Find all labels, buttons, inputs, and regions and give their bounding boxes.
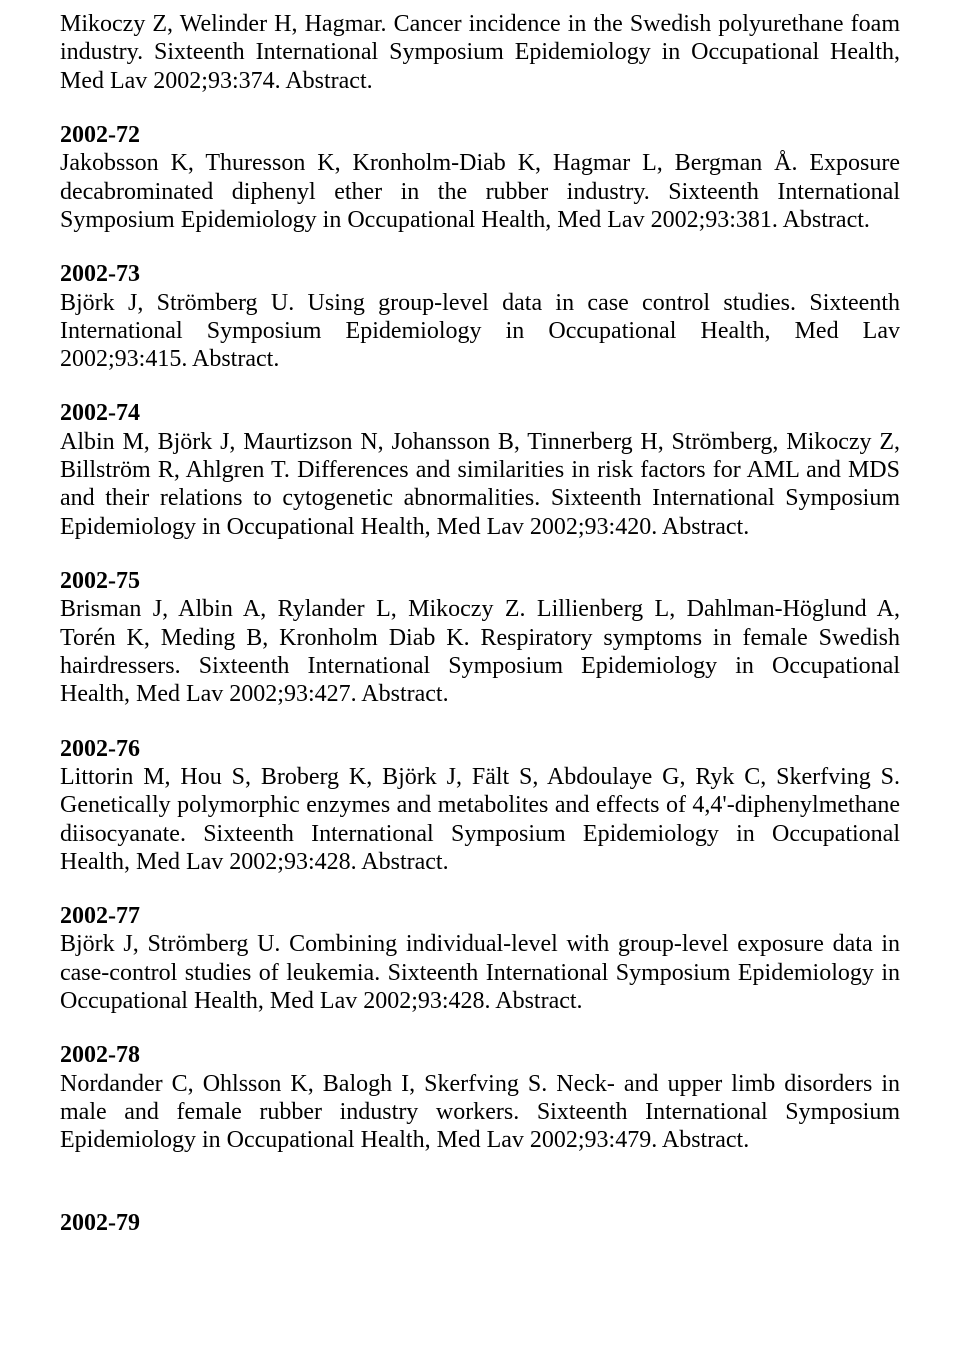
bibliography-entry: Mikoczy Z, Welinder H, Hagmar. Cancer in…	[60, 10, 900, 95]
entry-id: 2002-73	[60, 260, 900, 288]
bibliography-entry: 2002-76Littorin M, Hou S, Broberg K, Bjö…	[60, 735, 900, 877]
entry-id: 2002-72	[60, 121, 900, 149]
entry-text: Littorin M, Hou S, Broberg K, Björk J, F…	[60, 763, 900, 876]
entry-text: Mikoczy Z, Welinder H, Hagmar. Cancer in…	[60, 10, 900, 95]
entry-text: Brisman J, Albin A, Rylander L, Mikoczy …	[60, 595, 900, 708]
bibliography-entry: 2002-72Jakobsson K, Thuresson K, Kronhol…	[60, 121, 900, 234]
bibliography-entry: 2002-77Björk J, Strömberg U. Combining i…	[60, 902, 900, 1015]
entry-id: 2002-78	[60, 1041, 900, 1069]
bibliography-entry: 2002-78Nordander C, Ohlsson K, Balogh I,…	[60, 1041, 900, 1154]
entry-id: 2002-75	[60, 567, 900, 595]
entry-text: Björk J, Strömberg U. Using group-level …	[60, 289, 900, 374]
bibliography-list: Mikoczy Z, Welinder H, Hagmar. Cancer in…	[60, 10, 900, 1155]
bibliography-entry: 2002-73Björk J, Strömberg U. Using group…	[60, 260, 900, 373]
entry-text: Nordander C, Ohlsson K, Balogh I, Skerfv…	[60, 1070, 900, 1155]
entry-text: Björk J, Strömberg U. Combining individu…	[60, 930, 900, 1015]
entry-id: 2002-77	[60, 902, 900, 930]
entry-id: 2002-76	[60, 735, 900, 763]
bibliography-entry: 2002-75Brisman J, Albin A, Rylander L, M…	[60, 567, 900, 709]
entry-id: 2002-74	[60, 399, 900, 427]
trailing-entry-id: 2002-79	[60, 1209, 900, 1237]
entry-text: Jakobsson K, Thuresson K, Kronholm-Diab …	[60, 149, 900, 234]
bibliography-entry: 2002-74Albin M, Björk J, Maurtizson N, J…	[60, 399, 900, 541]
entry-text: Albin M, Björk J, Maurtizson N, Johansso…	[60, 428, 900, 541]
